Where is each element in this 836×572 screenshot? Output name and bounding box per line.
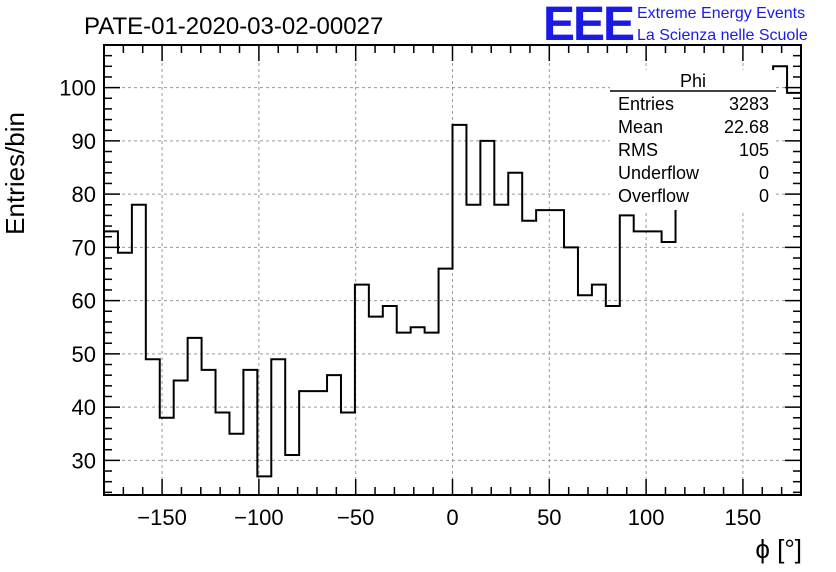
x-tick-label: 150 bbox=[725, 505, 762, 530]
x-tick-label: 0 bbox=[446, 505, 458, 530]
x-tick-label: −50 bbox=[337, 505, 374, 530]
stats-label-rms: RMS bbox=[618, 140, 658, 160]
stats-name: Phi bbox=[680, 71, 706, 91]
plot-frame bbox=[103, 44, 802, 496]
y-tick-label: 100 bbox=[59, 76, 96, 101]
stats-label-entries: Entries bbox=[618, 94, 674, 114]
logo-tagline-2: La Scienza nelle Scuole bbox=[637, 27, 808, 44]
y-tick-label: 90 bbox=[72, 129, 96, 154]
stats-value-entries: 3283 bbox=[729, 94, 769, 114]
stats-label-mean: Mean bbox=[618, 117, 663, 137]
x-tick-label: 100 bbox=[628, 505, 665, 530]
y-tick-label: 50 bbox=[72, 342, 96, 367]
eee-logo: EEE bbox=[543, 0, 634, 51]
x-tick-label: −100 bbox=[234, 505, 284, 530]
stats-value-mean: 22.68 bbox=[724, 117, 769, 137]
y-tick-label: 60 bbox=[72, 289, 96, 314]
stats-value-overflow: 0 bbox=[759, 186, 769, 206]
logo-tagline-1: Extreme Energy Events bbox=[637, 5, 805, 22]
chart-title: PATE-01-2020-03-02-00027 bbox=[84, 13, 383, 40]
y-tick-label: 40 bbox=[72, 395, 96, 420]
x-axis-label: ϕ [°] bbox=[755, 534, 802, 564]
y-tick-label: 80 bbox=[72, 182, 96, 207]
stats-box: Phi Entries 3283 Mean 22.68 RMS 105 Unde… bbox=[610, 70, 776, 210]
y-tick-label: 30 bbox=[72, 448, 96, 473]
stats-value-rms: 105 bbox=[739, 140, 769, 160]
y-axis-label: Entries/bin bbox=[0, 112, 30, 235]
stats-label-overflow: Overflow bbox=[618, 186, 690, 206]
tick-labels: −150 −100 −50 0 50 100 150 30 40 50 60 70 80 90 100 bbox=[59, 76, 761, 530]
x-tick-label: −150 bbox=[137, 505, 187, 530]
y-tick-label: 70 bbox=[72, 235, 96, 260]
stats-value-underflow: 0 bbox=[759, 163, 769, 183]
stats-box-background bbox=[610, 70, 776, 210]
axis-ticks bbox=[103, 44, 802, 495]
x-tick-label: 50 bbox=[537, 505, 561, 530]
stats-label-underflow: Underflow bbox=[618, 163, 700, 183]
